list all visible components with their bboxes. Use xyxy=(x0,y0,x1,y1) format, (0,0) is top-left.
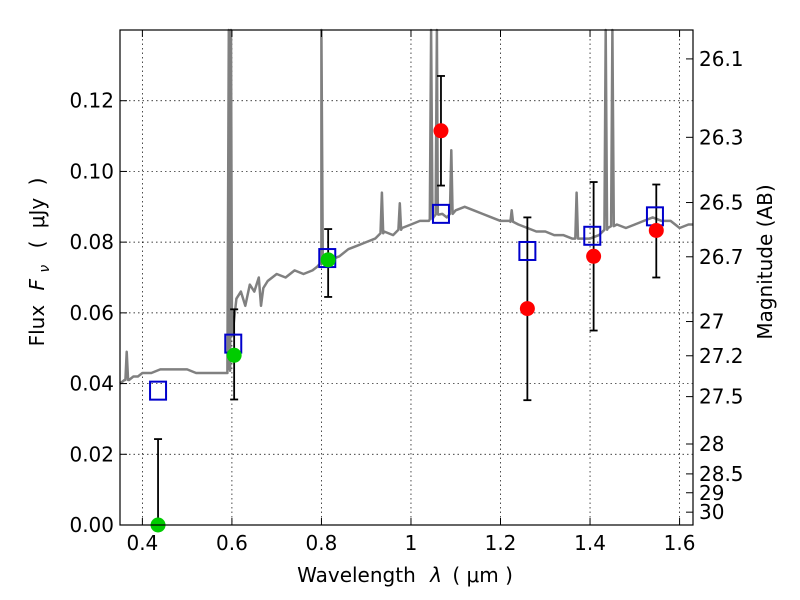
y-tick-label: 0.02 xyxy=(69,442,114,466)
y-axis-label-symbol: F xyxy=(25,278,49,290)
right-tick-label: 26.3 xyxy=(699,125,744,149)
x-tick-label: 0.8 xyxy=(306,531,338,555)
y-axis-unit-close: ) xyxy=(25,178,49,186)
model-point-square xyxy=(150,382,166,400)
right-tick-label: 26.5 xyxy=(699,191,744,215)
observed-point-marker xyxy=(649,223,664,238)
model-point-square xyxy=(647,207,663,225)
x-tick-label: 1 xyxy=(405,531,418,555)
y-axis-label-right: Magnitude (AB) xyxy=(753,184,777,339)
right-tick-label: 27.5 xyxy=(699,385,744,409)
right-tick-label: 27.2 xyxy=(699,344,744,368)
y-tick-label: 0.04 xyxy=(69,372,114,396)
x-axis-label-symbol: λ xyxy=(429,563,442,587)
observed-point-marker xyxy=(520,301,535,316)
green-point-marker xyxy=(321,252,336,267)
right-tick-label: 26.7 xyxy=(699,245,744,269)
y-tick-label: 0.08 xyxy=(69,230,114,254)
x-tick-label: 1.2 xyxy=(485,531,517,555)
right-tick-label: 30 xyxy=(699,500,724,524)
x-axis-label: Wavelength λ ( μm ) xyxy=(297,563,513,587)
y-tick-label: 0.00 xyxy=(69,513,114,537)
x-tick-label: 0.4 xyxy=(126,531,158,555)
x-axis-unit: μm xyxy=(467,563,499,587)
x-tick-label: 1.4 xyxy=(574,531,606,555)
y-axis-label-text: Flux xyxy=(25,305,49,347)
observed-point-marker xyxy=(586,249,601,264)
x-tick-label: 1.6 xyxy=(664,531,696,555)
x-axis-label-text: Wavelength xyxy=(297,563,416,587)
model-spectrum-layer xyxy=(120,30,693,384)
ticks-layer: 0.4 0.6 0.8 1 1.2 1.4 1.6 0.00 0.02 0.04 0.06 0.08 0… xyxy=(69,30,743,555)
y-tick-label: 0.12 xyxy=(69,89,114,113)
x-axis-unit-open: ( xyxy=(452,563,460,587)
x-axis-unit-close: ) xyxy=(505,563,513,587)
model-spectrum-line xyxy=(120,30,693,384)
y-axis-label-left: Flux F ν ( μJy ) xyxy=(25,178,54,347)
green-point-marker xyxy=(227,348,242,363)
right-tick-label: 26.1 xyxy=(699,47,744,71)
observed-point-marker xyxy=(433,123,448,138)
y-axis-unit: μJy xyxy=(25,198,49,229)
x-tick-label: 0.6 xyxy=(216,531,248,555)
right-tick-label: 27 xyxy=(699,310,724,334)
y-axis-unit-open: ( xyxy=(25,241,49,249)
chart-figure: 0.4 0.6 0.8 1 1.2 1.4 1.6 0.00 0.02 0.04 0.06 0.08 0… xyxy=(0,0,800,600)
y-tick-label: 0.06 xyxy=(69,301,114,325)
right-tick-label: 28 xyxy=(699,432,724,456)
y-tick-label: 0.10 xyxy=(69,159,114,183)
y-axis-label-subscript: ν xyxy=(37,265,53,273)
